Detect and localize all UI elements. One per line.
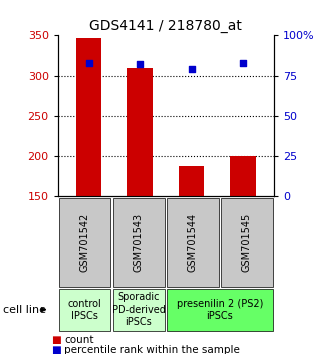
Bar: [76, 38, 102, 196]
Text: percentile rank within the sample: percentile rank within the sample: [64, 346, 240, 354]
Text: cell line: cell line: [3, 305, 46, 315]
Point: [189, 67, 194, 72]
Bar: [179, 166, 204, 196]
Text: ■: ■: [51, 346, 61, 354]
Text: count: count: [64, 335, 94, 345]
Point: [240, 60, 246, 65]
Bar: [127, 68, 153, 196]
Title: GDS4141 / 218780_at: GDS4141 / 218780_at: [89, 19, 242, 33]
Text: GSM701542: GSM701542: [80, 213, 90, 272]
Text: Sporadic
PD-derived
iPSCs: Sporadic PD-derived iPSCs: [112, 292, 166, 327]
Text: ■: ■: [51, 335, 61, 345]
Point: [138, 62, 143, 67]
Text: control
IPSCs: control IPSCs: [68, 298, 102, 321]
Bar: [230, 156, 256, 196]
Text: GSM701544: GSM701544: [188, 213, 198, 272]
Text: GSM701545: GSM701545: [242, 213, 252, 272]
Point: [86, 60, 91, 65]
Text: presenilin 2 (PS2)
iPSCs: presenilin 2 (PS2) iPSCs: [177, 298, 263, 321]
Text: GSM701543: GSM701543: [134, 213, 144, 272]
